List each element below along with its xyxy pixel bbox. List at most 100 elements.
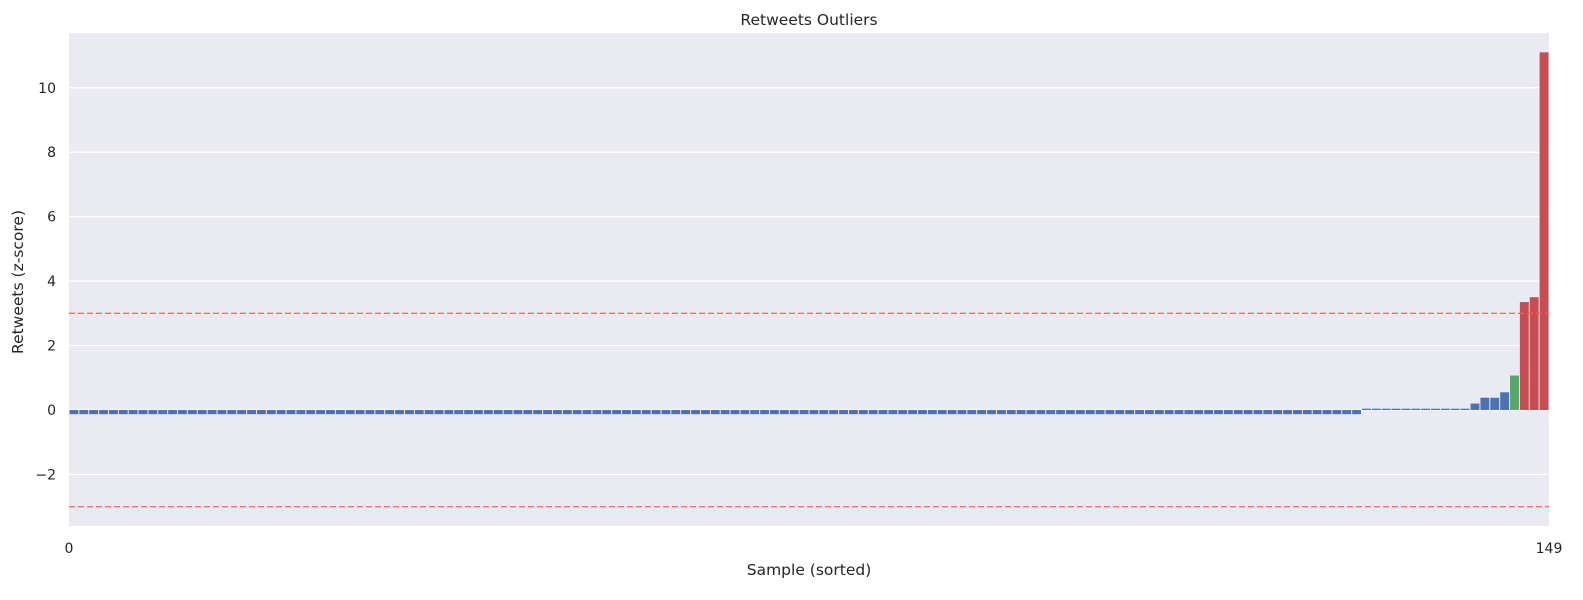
bar-normal bbox=[247, 410, 256, 415]
bar-normal bbox=[168, 410, 178, 415]
threshold-lines bbox=[69, 312, 1549, 508]
bar-normal bbox=[612, 410, 622, 415]
plot-background bbox=[69, 33, 1549, 526]
bar-normal bbox=[1144, 410, 1154, 415]
bar-normal bbox=[1263, 410, 1273, 415]
bar-normal bbox=[158, 410, 168, 415]
bar-normal bbox=[1480, 397, 1490, 410]
bar-normal bbox=[1401, 408, 1411, 410]
bar-normal bbox=[1066, 410, 1075, 415]
bar-normal bbox=[296, 410, 306, 415]
bar-normal bbox=[483, 410, 493, 415]
bar-normal bbox=[592, 410, 602, 415]
bar-normal bbox=[602, 410, 612, 415]
bar-normal bbox=[503, 410, 513, 415]
bar-outlier bbox=[1539, 52, 1549, 410]
bar-normal bbox=[1036, 410, 1046, 415]
bar-normal bbox=[1371, 408, 1381, 410]
bar-normal bbox=[1440, 408, 1450, 410]
bar-normal bbox=[1431, 408, 1440, 410]
y-tick-label: −2 bbox=[35, 467, 56, 483]
bar-normal bbox=[187, 410, 197, 415]
bar-outlier bbox=[1529, 297, 1539, 410]
bar-normal bbox=[1085, 410, 1095, 415]
x-tick-label: 149 bbox=[1536, 541, 1563, 557]
bar-normal bbox=[118, 410, 128, 415]
bar-normal bbox=[375, 410, 385, 415]
bar-normal bbox=[927, 410, 937, 415]
bar-normal bbox=[671, 410, 681, 415]
bar-normal bbox=[1006, 410, 1016, 415]
bar-normal bbox=[779, 410, 789, 415]
bar-normal bbox=[829, 410, 839, 415]
bar-normal bbox=[691, 410, 700, 415]
x-axis-ticks: 0 149 bbox=[65, 541, 1563, 557]
bar-normal bbox=[1312, 410, 1322, 415]
bar-normal bbox=[148, 410, 158, 415]
bar-normal bbox=[661, 410, 671, 415]
bar-normal bbox=[395, 410, 404, 415]
bar-normal bbox=[533, 410, 543, 415]
bar-normal bbox=[286, 410, 296, 415]
bar-normal bbox=[464, 410, 474, 415]
bar-normal bbox=[1243, 410, 1253, 415]
bar-normal bbox=[641, 410, 651, 415]
y-tick-label: 6 bbox=[47, 210, 56, 226]
y-axis-label: Retweets (z-score) bbox=[9, 210, 27, 354]
bar-normal bbox=[1352, 410, 1362, 415]
bar-normal bbox=[562, 410, 572, 415]
bar-normal bbox=[316, 410, 326, 415]
bars bbox=[69, 52, 1549, 415]
bar-normal bbox=[720, 410, 730, 415]
bar-normal bbox=[1470, 403, 1480, 410]
bar-normal bbox=[99, 410, 108, 415]
bar-normal bbox=[710, 410, 720, 415]
bar-normal bbox=[79, 410, 89, 415]
bar-normal bbox=[523, 410, 533, 415]
grid-lines bbox=[69, 87, 1549, 476]
bar-normal bbox=[631, 410, 641, 415]
bar-normal bbox=[1115, 410, 1125, 415]
bar-normal bbox=[1214, 410, 1223, 415]
bar-normal bbox=[1421, 408, 1431, 410]
bar-normal bbox=[543, 410, 552, 415]
bar-normal bbox=[572, 410, 582, 415]
bar-normal bbox=[69, 410, 79, 415]
bar-normal bbox=[227, 410, 237, 415]
bar-normal bbox=[256, 410, 266, 415]
y-tick-label: 8 bbox=[47, 145, 56, 161]
bar-normal bbox=[1342, 410, 1352, 415]
bar-normal bbox=[207, 410, 217, 415]
bar-normal bbox=[1154, 410, 1164, 415]
bar-normal bbox=[1204, 410, 1214, 415]
bar-normal bbox=[306, 410, 316, 415]
bar-normal bbox=[888, 410, 898, 415]
bar-normal bbox=[848, 410, 858, 415]
bar-normal bbox=[454, 410, 464, 415]
bar-normal bbox=[1056, 410, 1066, 415]
bar-normal bbox=[1381, 408, 1391, 410]
bar-normal bbox=[335, 410, 345, 415]
bar-normal bbox=[681, 410, 691, 415]
bar-normal bbox=[1500, 392, 1510, 410]
bar-normal bbox=[513, 410, 523, 415]
bar-normal bbox=[730, 410, 740, 415]
bar-normal bbox=[1391, 408, 1401, 410]
bar-normal bbox=[760, 410, 770, 415]
bar-normal bbox=[1283, 410, 1292, 415]
bar-normal bbox=[977, 410, 987, 415]
bar-normal bbox=[266, 410, 276, 415]
bar-normal bbox=[1046, 410, 1056, 415]
bar-normal bbox=[1292, 410, 1302, 415]
bar-normal bbox=[108, 410, 118, 415]
bar-normal bbox=[1075, 410, 1085, 415]
y-axis-ticks: −2 0 2 4 6 8 10 bbox=[35, 81, 56, 484]
bar-normal bbox=[1233, 410, 1243, 415]
bar-normal bbox=[908, 410, 918, 415]
bar-normal bbox=[947, 410, 957, 415]
bar-normal bbox=[424, 410, 434, 415]
bar-normal bbox=[1253, 410, 1263, 415]
bar-outlier bbox=[1519, 302, 1529, 410]
bar-normal bbox=[1362, 408, 1371, 410]
